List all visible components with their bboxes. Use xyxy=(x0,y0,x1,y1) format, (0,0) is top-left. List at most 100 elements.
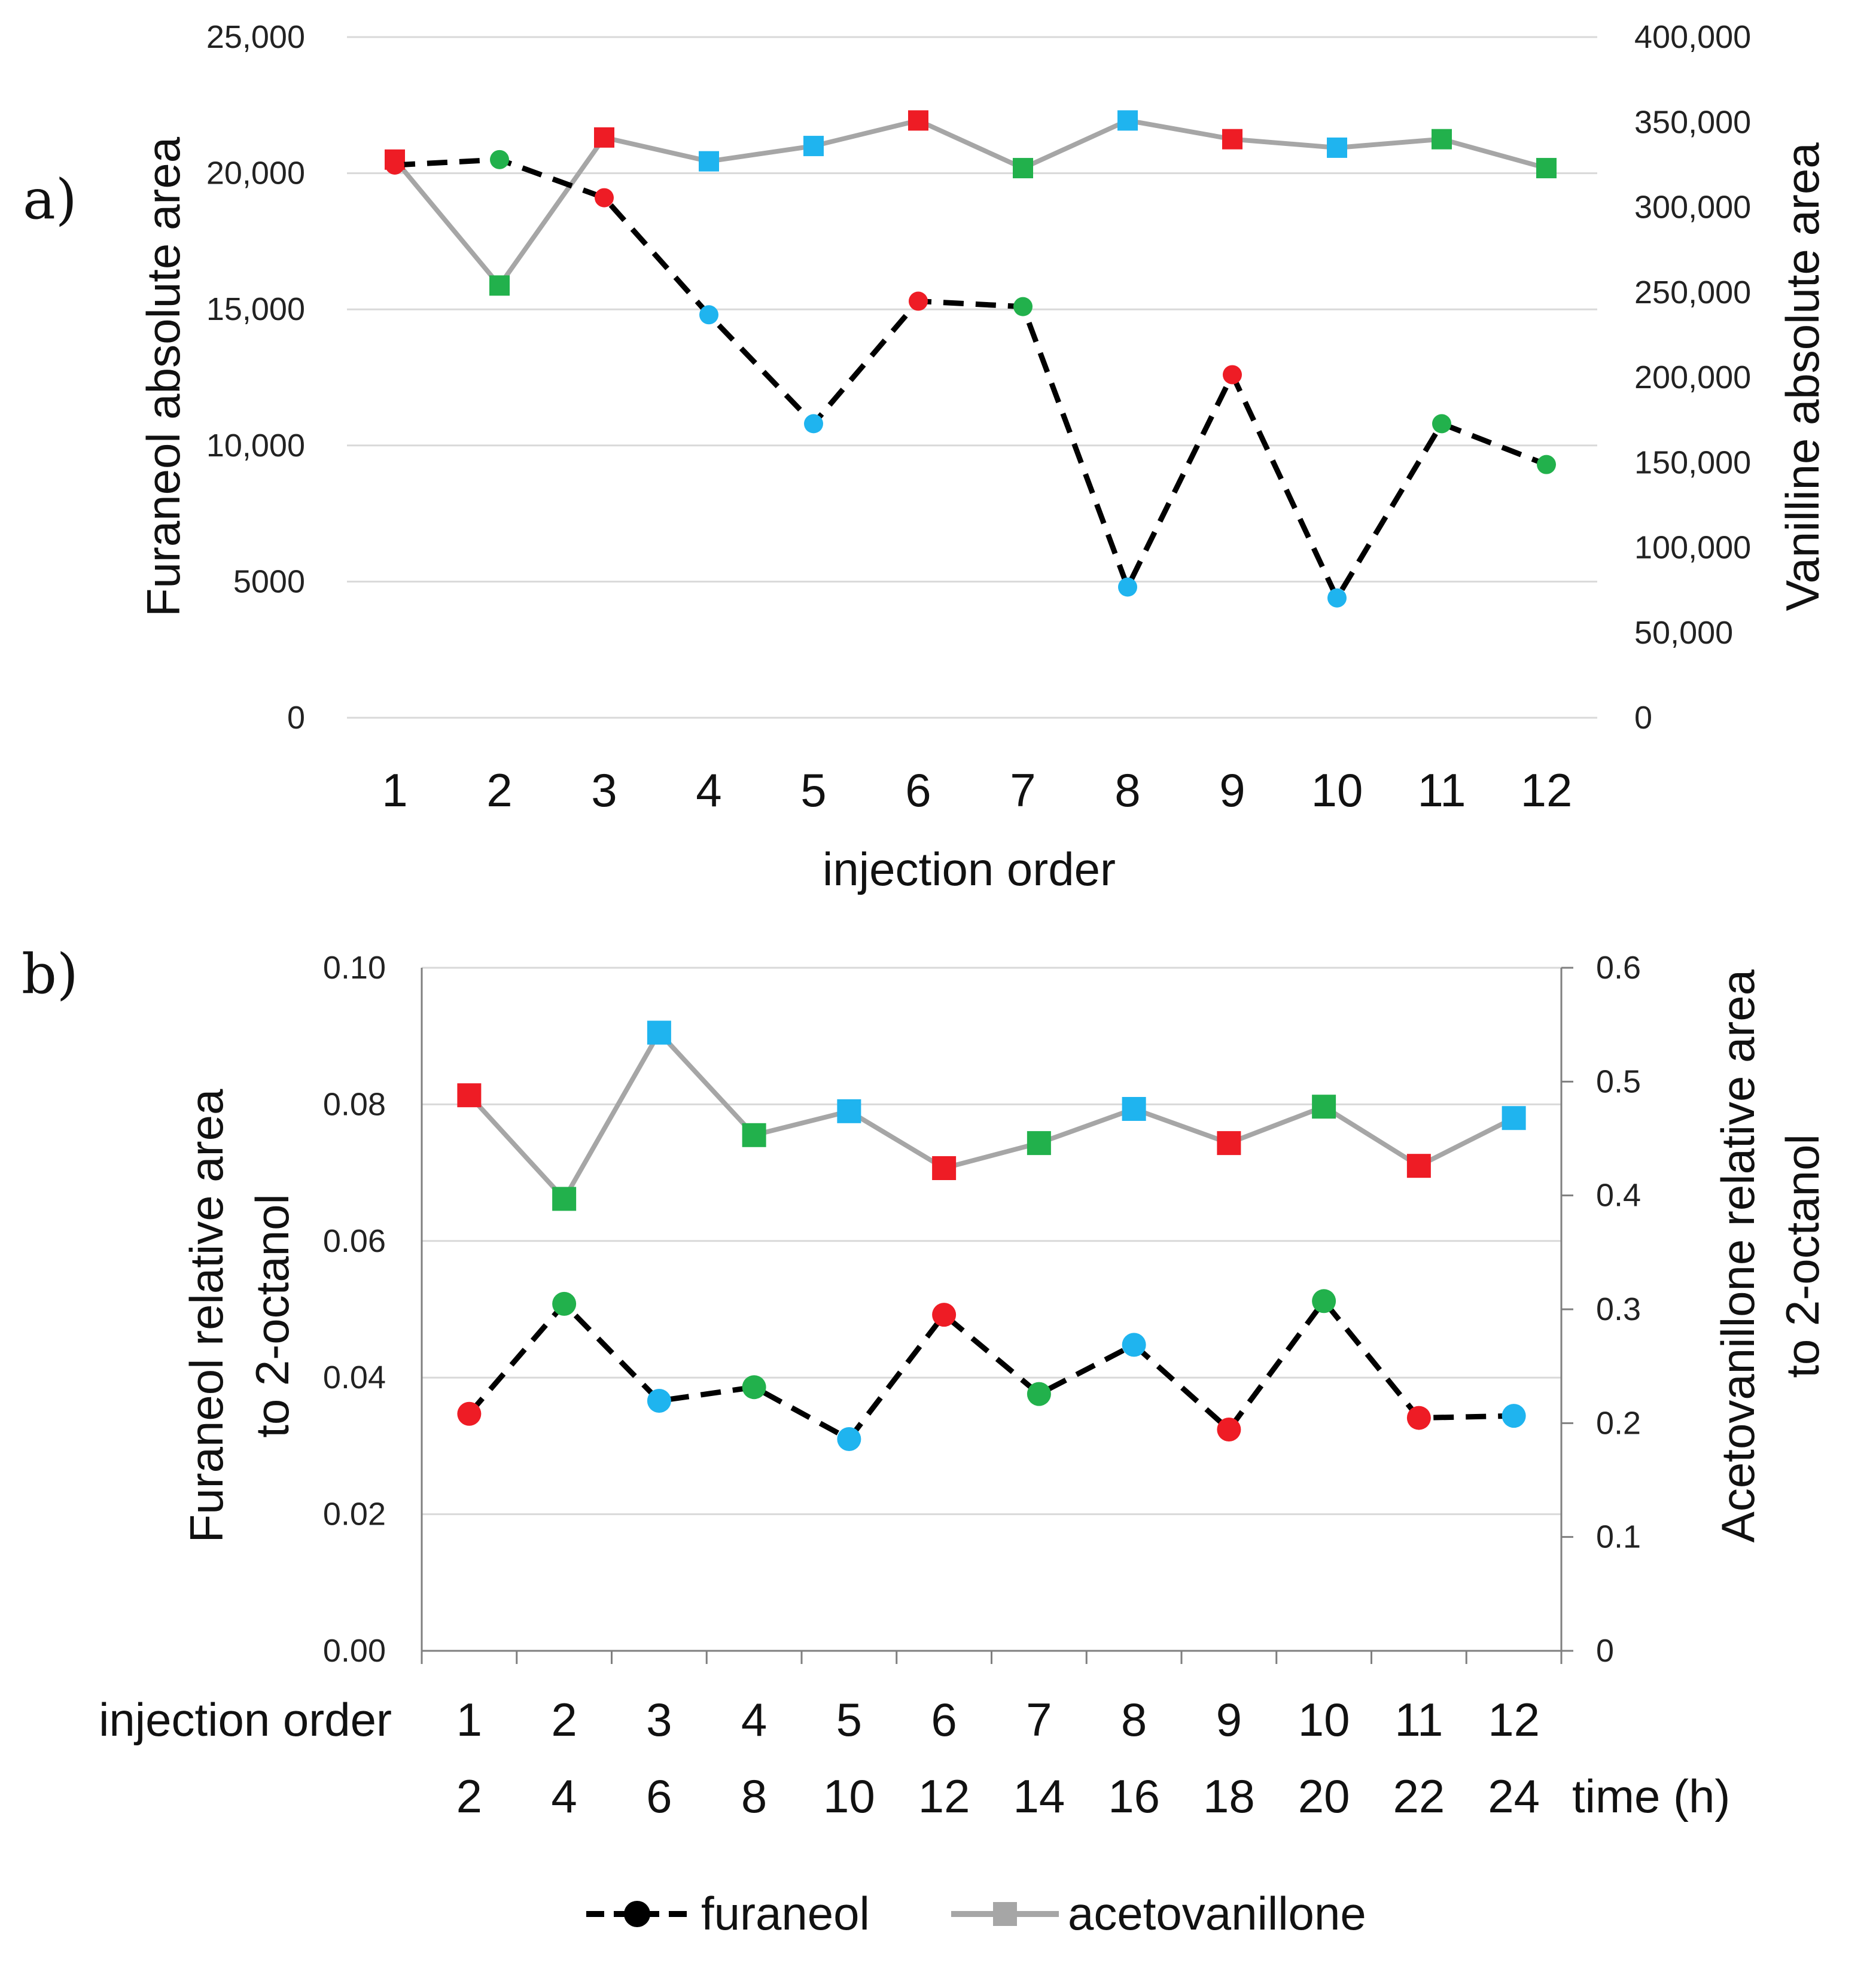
y-right-tick-label: 0.1 xyxy=(1596,1519,1641,1555)
x-tick-label: 1 xyxy=(382,764,407,816)
time-tick-label: 2 xyxy=(456,1770,482,1822)
y-right-axis-label: to 2-octanol xyxy=(1776,1134,1829,1378)
y-left-axis-label: to 2-octanol xyxy=(246,1194,299,1438)
y-right-tick-label: 0.6 xyxy=(1596,950,1641,986)
x-tick-label: 2 xyxy=(551,1693,577,1746)
square-marker-acetovanillone xyxy=(1027,1131,1051,1156)
square-marker-vanilline xyxy=(594,127,614,148)
y-left-tick-label: 0.04 xyxy=(323,1360,386,1395)
square-marker-vanilline xyxy=(1536,158,1557,179)
y-right-axis-label: Vanilline absolute area xyxy=(1776,142,1829,611)
series-line-vanilline xyxy=(392,118,1548,289)
x-tick-label: 9 xyxy=(1216,1693,1242,1746)
circle-marker-furaneol xyxy=(1122,1333,1146,1357)
x-tick-label: 5 xyxy=(836,1693,862,1746)
circle-marker-furaneol xyxy=(742,1375,766,1400)
x-tick-label: 3 xyxy=(591,764,617,816)
circle-marker-furaneol xyxy=(1406,1406,1431,1430)
y-right-tick-label: 250,000 xyxy=(1634,275,1751,310)
circle-marker-furaneol xyxy=(647,1389,671,1413)
square-marker-vanilline xyxy=(1117,110,1138,131)
y-right-tick-label: 0.3 xyxy=(1596,1291,1641,1327)
y-right-tick-label: 150,000 xyxy=(1634,444,1751,480)
circle-marker-furaneol xyxy=(1118,577,1137,597)
circle-marker-furaneol xyxy=(1537,455,1556,474)
square-marker-acetovanillone xyxy=(457,1083,482,1108)
x-tick-label: 4 xyxy=(741,1693,767,1746)
square-marker-acetovanillone xyxy=(742,1123,766,1147)
circle-marker-furaneol xyxy=(804,414,823,434)
time-tick-label: 22 xyxy=(1393,1770,1445,1822)
time-tick-label: 4 xyxy=(551,1770,577,1822)
time-tick-label: 24 xyxy=(1488,1770,1540,1822)
y-right-tick-label: 350,000 xyxy=(1634,104,1751,140)
y-left-axis-label: Furaneol relative area xyxy=(180,1089,233,1543)
square-marker-acetovanillone xyxy=(1217,1131,1241,1156)
x-tick-label: 8 xyxy=(1121,1693,1147,1746)
time-tick-label: 20 xyxy=(1298,1770,1350,1822)
square-marker-vanilline xyxy=(1222,129,1242,150)
time-tick-label: 14 xyxy=(1013,1770,1065,1822)
y-right-tick-label: 0 xyxy=(1634,700,1652,736)
circle-marker-furaneol xyxy=(1027,1382,1051,1406)
y-left-tick-label: 25,000 xyxy=(206,19,305,55)
y-right-tick-label: 0 xyxy=(1596,1633,1614,1669)
x-tick-label: 2 xyxy=(486,764,512,816)
x-axis-label: injection order xyxy=(823,843,1116,895)
legend-marker-acetovanillone xyxy=(993,1902,1017,1926)
panel-label-b: b) xyxy=(22,942,78,1006)
circle-marker-furaneol xyxy=(1432,414,1451,434)
square-marker-acetovanillone xyxy=(647,1020,671,1045)
y-left-tick-label: 0 xyxy=(287,700,305,736)
chart-b: b) 0.00 0.02 0.04 0.06 0.08 0.10 0 0.1 0.2 0.3 0.4 0… xyxy=(22,942,1829,1822)
y-right-tick-label: 0.4 xyxy=(1596,1178,1641,1214)
x-tick-label: 1 xyxy=(456,1693,482,1746)
y-left-tick-label: 10,000 xyxy=(206,428,305,464)
series-line-acetovanillone xyxy=(467,1028,1515,1203)
y-right-tick-label: 400,000 xyxy=(1634,19,1751,55)
y-right-tick-label: 200,000 xyxy=(1634,359,1751,395)
square-marker-acetovanillone xyxy=(1502,1106,1526,1130)
square-marker-vanilline xyxy=(1013,158,1033,179)
legend-marker-furaneol xyxy=(624,1901,650,1927)
x-tick-label: 9 xyxy=(1219,764,1245,816)
circle-marker-furaneol xyxy=(595,188,614,208)
legend-label: acetovanillone xyxy=(1068,1887,1366,1940)
square-marker-vanilline xyxy=(1432,129,1452,150)
y-left-tick-label: 0.06 xyxy=(323,1223,386,1259)
x-tick-label: 12 xyxy=(1488,1693,1540,1746)
square-marker-vanilline xyxy=(908,110,928,131)
time-tick-label: 16 xyxy=(1108,1770,1160,1822)
y-left-tick-label: 0.10 xyxy=(323,950,386,986)
x-axis-label: injection order xyxy=(99,1693,392,1746)
x-tick-label: 4 xyxy=(696,764,721,816)
time-tick-label: 6 xyxy=(646,1770,672,1822)
circle-marker-furaneol xyxy=(932,1303,957,1327)
legend: furaneol acetovanillone xyxy=(586,1887,1366,1940)
circle-marker-furaneol xyxy=(837,1427,861,1451)
x-tick-label: 11 xyxy=(1394,1693,1443,1746)
y-left-tick-label: 0.02 xyxy=(323,1497,386,1532)
square-marker-acetovanillone xyxy=(837,1099,861,1123)
y-right-axis-label: Acetovanillone relative area xyxy=(1711,969,1764,1543)
time-axis-label: time (h) xyxy=(1572,1770,1730,1822)
y-right-tick-label: 0.2 xyxy=(1596,1405,1641,1441)
x-tick-label: 12 xyxy=(1521,764,1573,816)
chart-a: a) 0 5000 10,000 15,000 20,000 25,000 0 50,000 10… xyxy=(23,19,1829,895)
time-tick-label: 12 xyxy=(918,1770,970,1822)
circle-marker-furaneol xyxy=(457,1401,482,1426)
circle-marker-furaneol xyxy=(1223,365,1242,385)
square-marker-vanilline xyxy=(1327,137,1347,158)
legend-label: furaneol xyxy=(701,1887,870,1940)
x-tick-label: 6 xyxy=(905,764,931,816)
y-left-tick-label: 0.08 xyxy=(323,1086,386,1122)
x-tick-label: 7 xyxy=(1010,764,1036,816)
square-marker-acetovanillone xyxy=(1406,1154,1431,1178)
series-line-furaneol xyxy=(467,1296,1514,1443)
x-tick-label: 5 xyxy=(800,764,826,816)
time-tick-label: 18 xyxy=(1203,1770,1255,1822)
y-left-tick-label: 15,000 xyxy=(206,291,305,327)
square-marker-acetovanillone xyxy=(1312,1095,1336,1119)
circle-marker-furaneol xyxy=(1502,1404,1526,1428)
y-right-tick-label: 100,000 xyxy=(1634,530,1751,566)
